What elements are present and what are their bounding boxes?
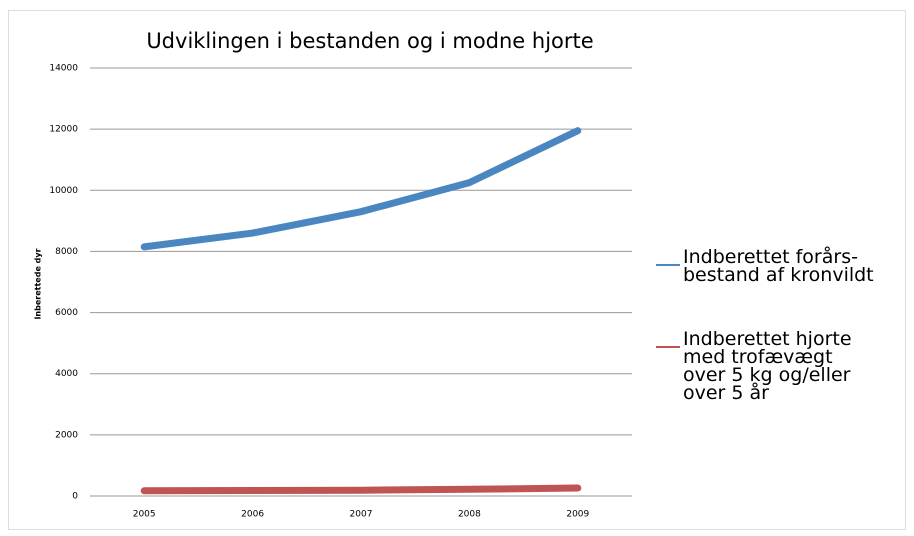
- series-line: [140, 484, 582, 495]
- y-tick-label: 4000: [55, 369, 78, 379]
- chart-title: Udviklingen i bestanden og i modne hjort…: [146, 29, 593, 53]
- y-axis-label: Inberettede dyr: [34, 248, 43, 319]
- x-tick-label: 2008: [458, 510, 481, 520]
- x-tick-label: 2005: [133, 510, 156, 520]
- legend-item: Indberettet forårs-bestand af kronvildt: [656, 246, 886, 286]
- y-tick-label: 10000: [49, 186, 78, 196]
- y-tick-label: 6000: [55, 308, 78, 318]
- legend-label: Indberettet hjorte med trofævægt over 5 …: [683, 328, 852, 404]
- frame: [8, 10, 906, 530]
- legend-label: Indberettet forårs-bestand af kronvildt: [683, 246, 874, 286]
- legend-swatch: [656, 346, 680, 348]
- y-tick-label: 8000: [55, 247, 78, 257]
- x-tick-label: 2006: [241, 510, 264, 520]
- x-tick-label: 2009: [566, 510, 589, 520]
- series-line: [140, 127, 582, 251]
- legend-swatch: [656, 264, 680, 266]
- x-tick-label: 2007: [350, 510, 373, 520]
- y-tick-label: 2000: [55, 430, 78, 440]
- legend-item: Indberettet hjorte med trofævægt over 5 …: [656, 328, 886, 404]
- y-tick-label: 12000: [49, 125, 78, 135]
- y-tick-label: 14000: [49, 64, 78, 74]
- y-tick-label: 0: [72, 492, 78, 502]
